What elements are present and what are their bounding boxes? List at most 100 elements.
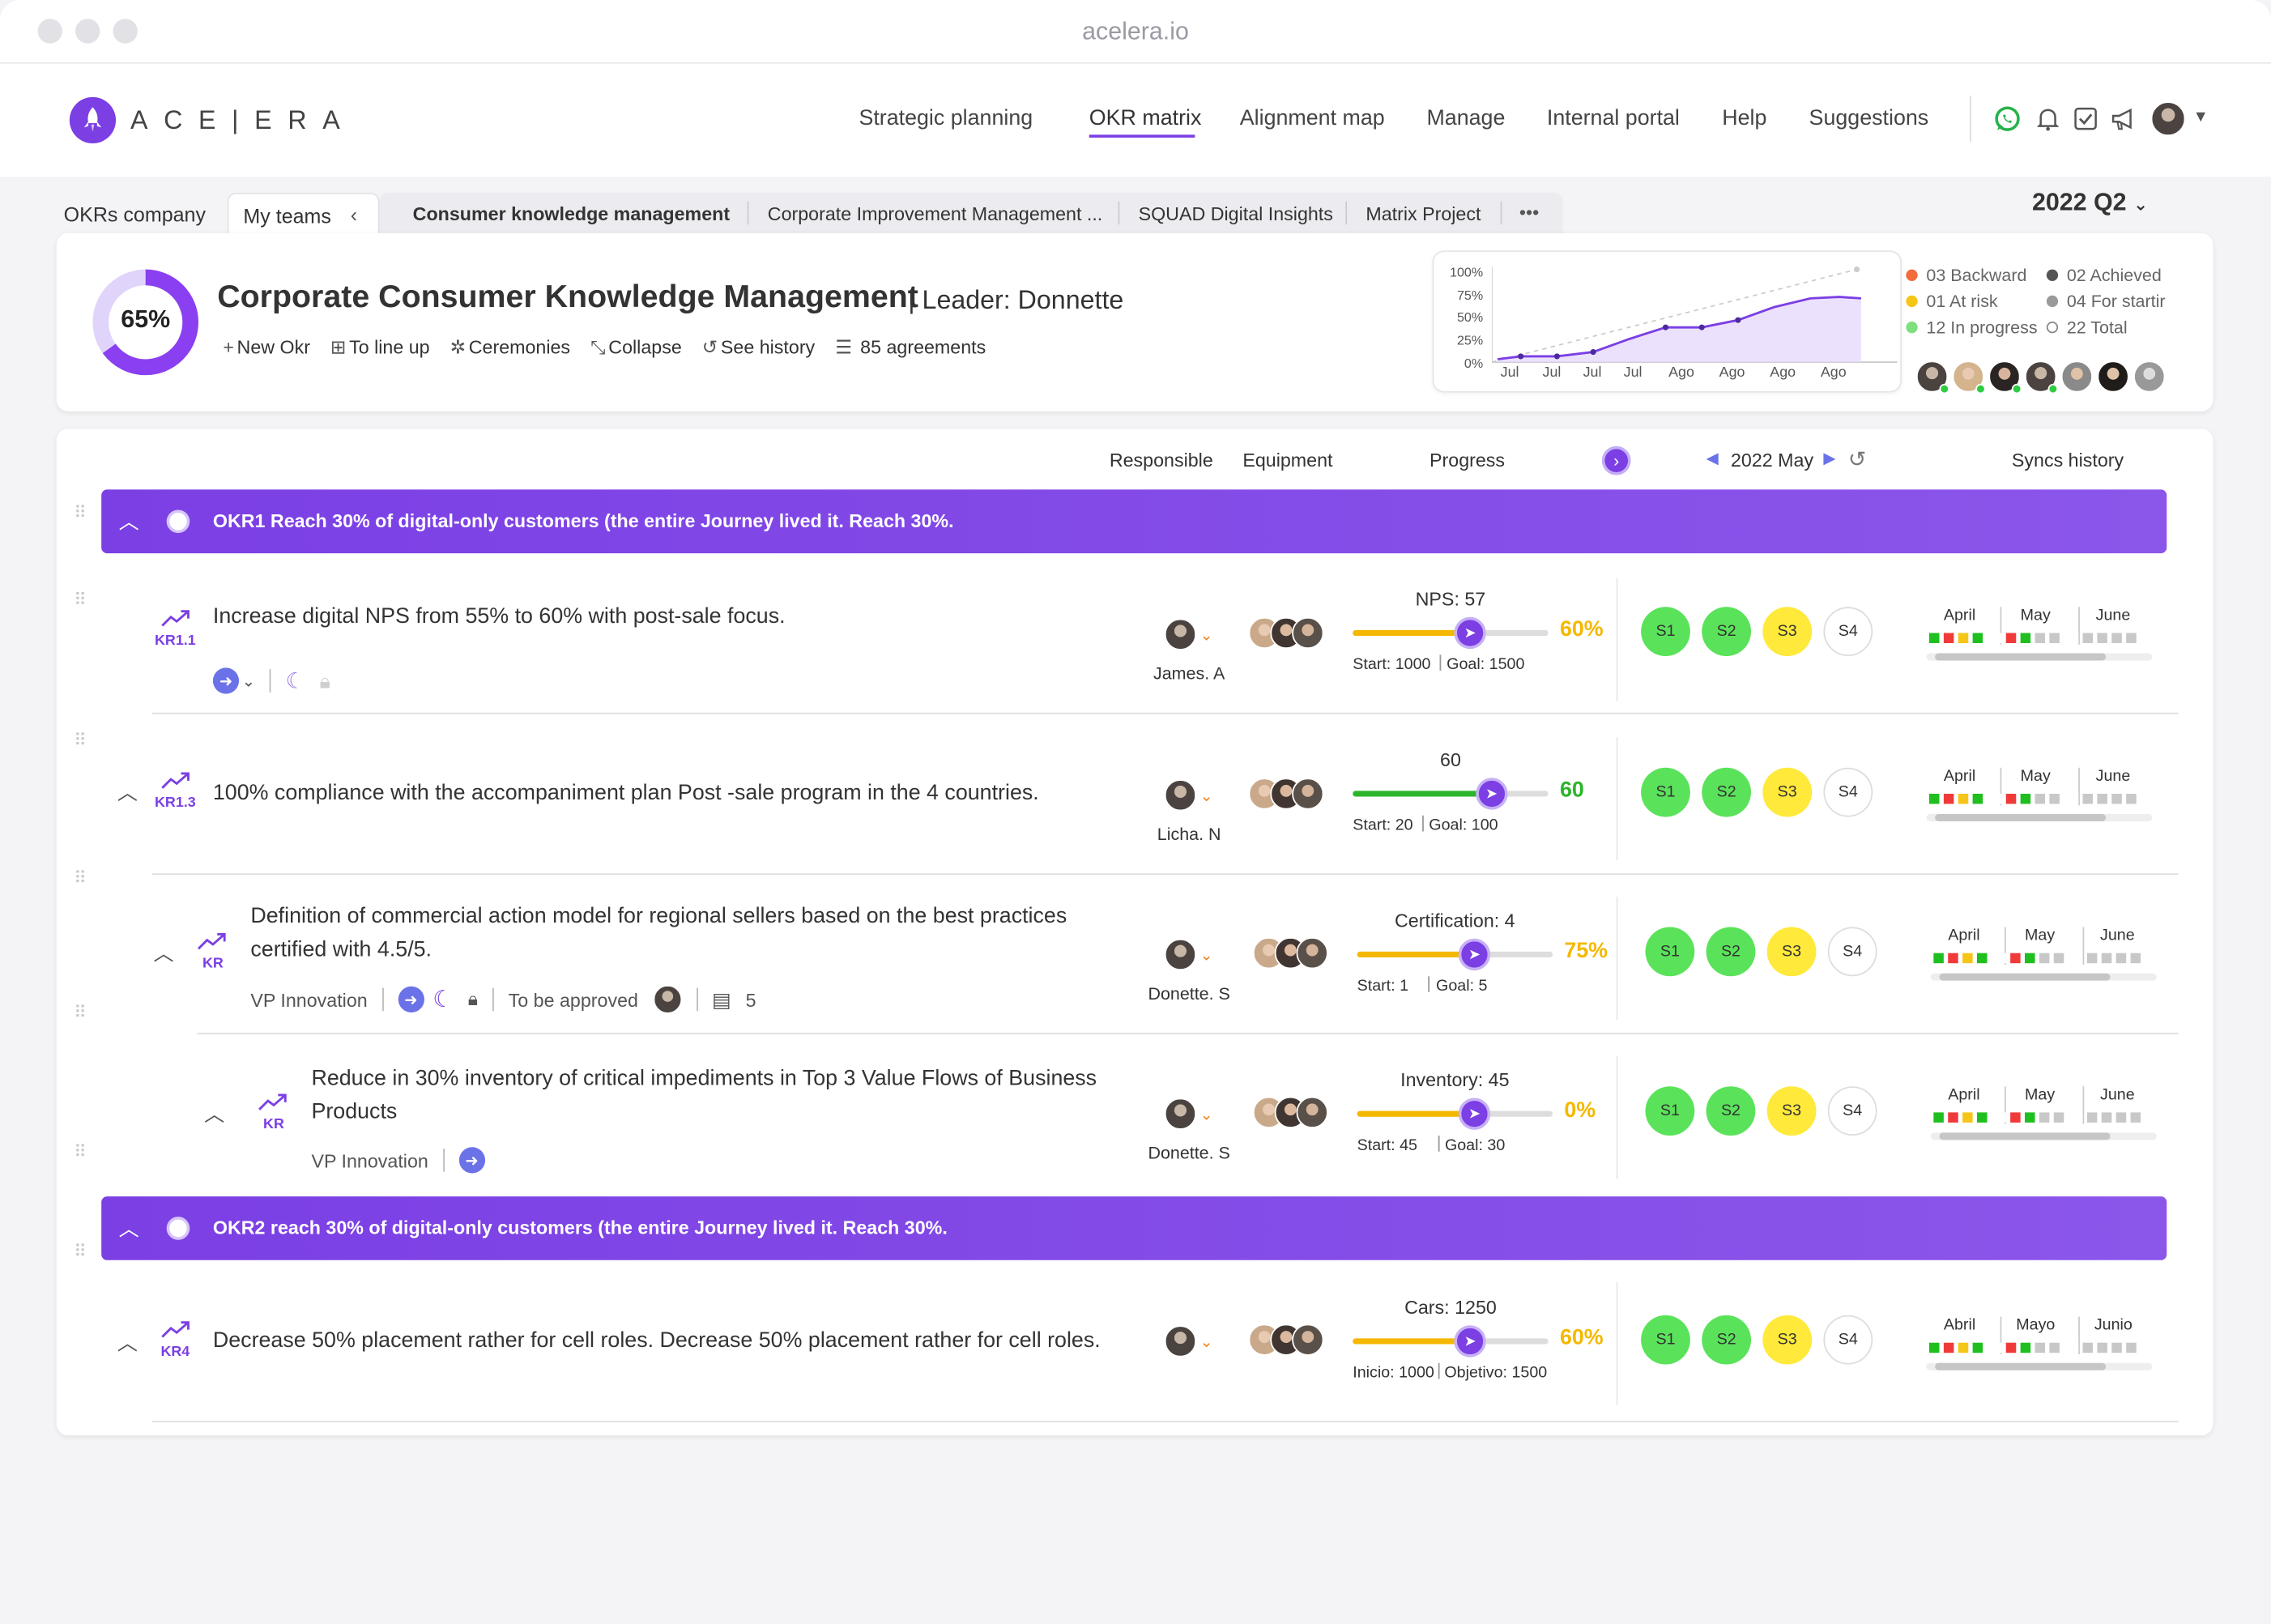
equipment-avatars[interactable] xyxy=(1248,616,1327,652)
sprint-s2[interactable]: S2 xyxy=(1702,767,1752,817)
nav-suggestions[interactable]: Suggestions xyxy=(1809,105,1929,130)
agreements-button[interactable]: ☰ 85 agreements xyxy=(835,336,986,360)
responsible-cell[interactable]: ⌄ Donette. S xyxy=(1139,938,1240,1004)
drag-handle-icon[interactable]: ⠿ xyxy=(74,1002,88,1023)
sprint-s3[interactable]: S3 xyxy=(1762,1315,1813,1365)
see-history-button[interactable]: ↺ See history xyxy=(702,336,815,360)
sprint-s4[interactable]: S4 xyxy=(1823,767,1873,817)
align-arrow-icon[interactable]: ➜ xyxy=(212,667,240,694)
sprint-s1[interactable]: S1 xyxy=(1645,927,1695,977)
window-maximize-dot[interactable] xyxy=(113,19,138,44)
next-month-icon[interactable]: ▶ xyxy=(1823,450,1836,468)
team-member-avatar[interactable] xyxy=(2060,360,2094,393)
team-member-avatar[interactable] xyxy=(1915,360,1950,394)
sprint-s1[interactable]: S1 xyxy=(1641,1315,1690,1365)
team-member-avatar[interactable] xyxy=(1988,360,2022,394)
nav-manage[interactable]: Manage xyxy=(1426,105,1506,130)
equipment-avatars[interactable] xyxy=(1252,1096,1331,1132)
chevron-up-icon[interactable]: ︿ xyxy=(204,1102,225,1126)
progress-slider-handle[interactable]: ➤ xyxy=(1454,1325,1486,1358)
moon-icon[interactable]: ☾ xyxy=(432,987,454,1013)
sprint-s2[interactable]: S2 xyxy=(1702,1315,1752,1365)
progress-slider-handle[interactable]: ➤ xyxy=(1458,938,1491,971)
scroll-thumb[interactable] xyxy=(1939,973,2111,981)
progress-slider-handle[interactable]: ➤ xyxy=(1454,616,1486,650)
whatsapp-icon[interactable] xyxy=(1994,106,2020,132)
sprint-s4[interactable]: S4 xyxy=(1827,1086,1877,1136)
bell-icon[interactable] xyxy=(2035,106,2061,132)
chevron-up-icon[interactable]: ︿ xyxy=(117,1331,138,1355)
align-arrow-icon[interactable]: ➜ xyxy=(458,1147,485,1174)
megaphone-icon[interactable] xyxy=(2111,106,2137,132)
window-close-dot[interactable] xyxy=(37,19,62,44)
scroll-thumb[interactable] xyxy=(1935,653,2107,661)
user-avatar[interactable] xyxy=(2150,101,2186,137)
scroll-thumb[interactable] xyxy=(1935,814,2107,821)
collapse-button[interactable]: ⤡ Collapse xyxy=(590,336,682,360)
sprint-s1[interactable]: S1 xyxy=(1645,1086,1695,1136)
chevron-down-icon[interactable]: ▼ xyxy=(2192,109,2209,126)
sprint-s4[interactable]: S4 xyxy=(1827,927,1877,977)
progress-slider-handle[interactable]: ➤ xyxy=(1458,1098,1491,1130)
kr-title[interactable]: Reduce in 30% inventory of critical impe… xyxy=(311,1062,1097,1128)
drag-handle-icon[interactable]: ⠿ xyxy=(74,1141,88,1162)
more-tabs-icon[interactable]: ••• xyxy=(1519,201,1540,224)
prev-month-icon[interactable]: ◀ xyxy=(1706,450,1719,468)
sync-scrollbar[interactable] xyxy=(1926,1362,2153,1370)
team-member-avatar[interactable] xyxy=(2097,360,2129,393)
lock-icon[interactable]: 🔒︎ xyxy=(319,668,330,692)
tab-corporate-improvement[interactable]: Corporate Improvement Management ... xyxy=(767,202,1103,225)
okr-header[interactable]: ︿ OKR1 Reach 30% of digital-only custome… xyxy=(101,489,2167,554)
team-member-avatar[interactable] xyxy=(2025,360,2059,394)
expand-columns-icon[interactable]: › xyxy=(1601,445,1631,475)
drag-handle-icon[interactable]: ⠿ xyxy=(74,867,88,889)
checkbox-icon[interactable] xyxy=(2073,106,2098,132)
kr-title[interactable]: 100% compliance with the accompaniment p… xyxy=(212,780,1039,806)
sprint-s3[interactable]: S3 xyxy=(1766,1086,1817,1136)
sprint-s1[interactable]: S1 xyxy=(1641,767,1690,817)
drag-handle-icon[interactable]: ⠿ xyxy=(74,730,88,751)
quarter-selector[interactable]: 2022 Q2 ⌄ xyxy=(2032,188,2148,217)
chevron-down-icon[interactable]: ⌄ xyxy=(241,672,256,691)
kr-title[interactable]: Decrease 50% placement rather for cell r… xyxy=(212,1328,1101,1353)
nav-alignment-map[interactable]: Alignment map xyxy=(1239,105,1385,130)
responsible-cell[interactable]: ⌄ xyxy=(1139,1325,1240,1358)
chevron-up-icon[interactable]: ︿ xyxy=(118,509,139,534)
drag-handle-icon[interactable]: ⠿ xyxy=(74,502,88,523)
nav-help[interactable]: Help xyxy=(1722,105,1767,130)
sprint-s2[interactable]: S2 xyxy=(1706,1086,1756,1136)
chevron-up-icon[interactable]: ︿ xyxy=(153,941,174,965)
nav-strategic-planning[interactable]: Strategic planning xyxy=(859,105,1033,130)
scroll-thumb[interactable] xyxy=(1935,1362,2107,1370)
sprint-s4[interactable]: S4 xyxy=(1823,607,1873,657)
tab-matrix-project[interactable]: Matrix Project xyxy=(1366,202,1481,225)
chevron-left-icon[interactable]: ‹ xyxy=(350,202,358,226)
line-up-button[interactable]: ⊞ To line up xyxy=(330,336,430,360)
sync-scrollbar[interactable] xyxy=(1926,814,2153,821)
sprint-s3[interactable]: S3 xyxy=(1762,767,1813,817)
sprint-s1[interactable]: S1 xyxy=(1641,607,1690,657)
kr-title[interactable]: Definition of commercial action model fo… xyxy=(250,900,1067,966)
equipment-avatars[interactable] xyxy=(1252,937,1331,972)
tab-squad-digital[interactable]: SQUAD Digital Insights xyxy=(1138,202,1333,225)
nav-internal-portal[interactable]: Internal portal xyxy=(1546,105,1680,130)
sync-scrollbar[interactable] xyxy=(1926,653,2153,661)
scroll-thumb[interactable] xyxy=(1939,1132,2111,1140)
team-member-avatar[interactable] xyxy=(2133,360,2166,393)
approver-avatar[interactable] xyxy=(652,985,682,1014)
drag-handle-icon[interactable]: ⠿ xyxy=(74,589,88,610)
equipment-avatars[interactable] xyxy=(1248,778,1327,812)
comment-icon[interactable]: ▤ xyxy=(712,987,731,1011)
responsible-cell[interactable]: ⌄ Donette. S xyxy=(1139,1098,1240,1163)
history-icon[interactable]: ↺ xyxy=(1847,447,1867,472)
chevron-up-icon[interactable]: ︿ xyxy=(117,780,138,804)
sync-scrollbar[interactable] xyxy=(1930,973,2157,981)
okr-header[interactable]: ︿ OKR2 reach 30% of digital-only custome… xyxy=(101,1196,2167,1260)
new-okr-button[interactable]: + New Okr xyxy=(223,336,310,360)
lock-icon[interactable]: 🔒︎ xyxy=(467,987,479,1010)
nav-okr-matrix[interactable]: OKR matrix xyxy=(1089,105,1202,130)
sprint-s2[interactable]: S2 xyxy=(1706,927,1756,977)
sprint-s2[interactable]: S2 xyxy=(1702,607,1752,657)
sync-scrollbar[interactable] xyxy=(1930,1132,2157,1140)
tab-okrs-company[interactable]: OKRs company xyxy=(63,202,207,226)
